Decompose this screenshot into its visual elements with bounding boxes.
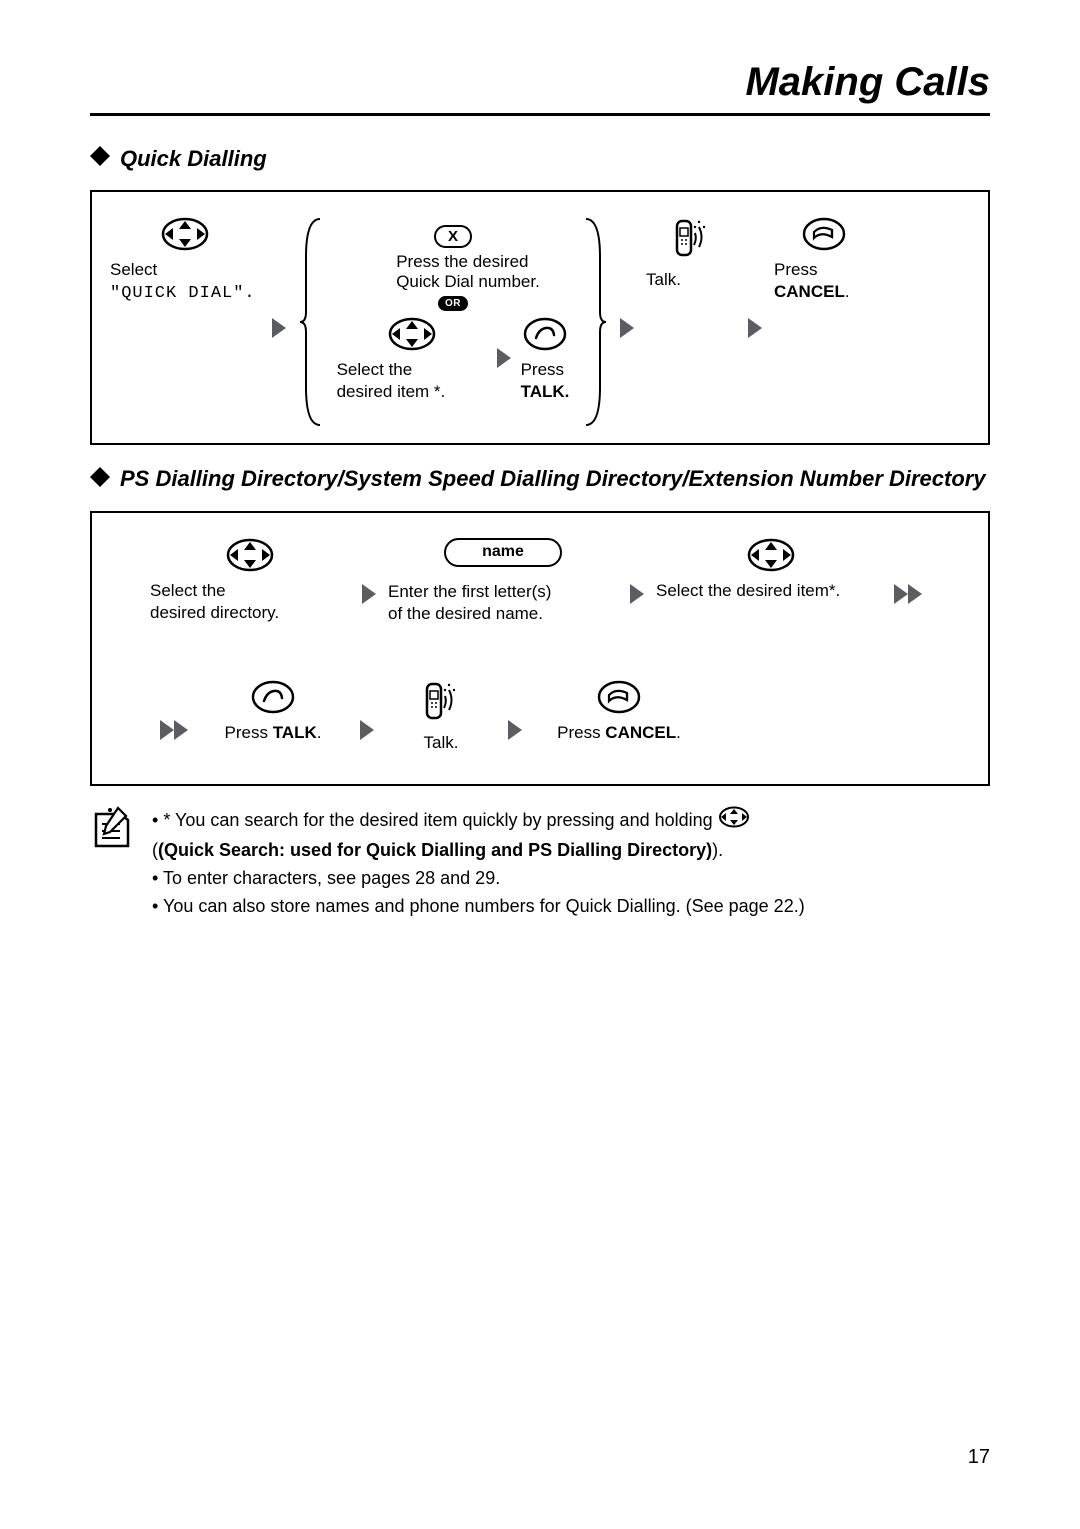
nav-icon bbox=[718, 806, 750, 837]
diamond-bullet-icon bbox=[90, 467, 110, 493]
talk-button-icon bbox=[523, 317, 567, 351]
step-text: Enter the first letter(s) bbox=[388, 581, 618, 603]
note-item: You can also store names and phone numbe… bbox=[152, 893, 805, 921]
arrow-right-icon bbox=[360, 720, 374, 745]
step-text: Select the bbox=[337, 359, 487, 381]
flow-box-directory: Select the desired directory. name Enter… bbox=[90, 511, 990, 786]
page-title: Making Calls bbox=[90, 60, 990, 116]
step-text: CANCEL bbox=[774, 282, 845, 301]
arrow-right-icon bbox=[748, 318, 762, 343]
continue-arrow-icon bbox=[160, 720, 190, 745]
arrow-right-icon bbox=[272, 318, 286, 343]
step-text: . bbox=[676, 723, 681, 742]
phone-talking-icon bbox=[421, 680, 461, 724]
note-item: To enter characters, see pages 28 and 29… bbox=[152, 865, 805, 893]
heading-text: Quick Dialling bbox=[120, 146, 267, 172]
step-text: Press bbox=[225, 723, 273, 742]
bracket-right-icon bbox=[584, 217, 608, 427]
step-text: Select the bbox=[150, 580, 350, 602]
step-text: . bbox=[317, 723, 322, 742]
flow-box-quick-dial: Select "QUICK DIAL". X Press the desired… bbox=[90, 190, 990, 445]
notes-block: * You can search for the desired item qu… bbox=[90, 806, 990, 921]
nav-icon bbox=[388, 317, 436, 351]
step-text: desired directory. bbox=[150, 602, 350, 624]
section-heading-quick-dialling: Quick Dialling bbox=[90, 146, 990, 172]
nav-icon bbox=[161, 217, 209, 251]
step-text-mono: "QUICK DIAL". bbox=[110, 284, 256, 303]
step-text: CANCEL bbox=[605, 723, 676, 742]
step-text: Press bbox=[521, 359, 570, 381]
bracket-left-icon bbox=[298, 217, 322, 427]
key-x-button: X bbox=[434, 225, 472, 248]
heading-text: PS Dialling Directory/System Speed Diall… bbox=[120, 466, 986, 492]
arrow-right-icon bbox=[630, 584, 644, 609]
arrow-right-icon bbox=[497, 348, 511, 373]
note-item: * You can search for the desired item qu… bbox=[152, 806, 805, 865]
cancel-button-icon bbox=[597, 680, 641, 714]
step-text: Quick Dial number. bbox=[396, 272, 540, 292]
step-text: Press bbox=[557, 723, 605, 742]
cancel-button-icon bbox=[802, 217, 846, 251]
step-text: Press the desired bbox=[396, 252, 540, 272]
step-text: Talk. bbox=[646, 269, 736, 291]
section-heading-directory: PS Dialling Directory/System Speed Diall… bbox=[90, 465, 990, 493]
step-text: Press bbox=[774, 259, 874, 281]
step-text: TALK bbox=[273, 723, 317, 742]
talk-button-icon bbox=[251, 680, 295, 714]
or-label: OR bbox=[438, 296, 468, 311]
step-text: . bbox=[845, 282, 850, 301]
arrow-right-icon bbox=[362, 584, 376, 609]
notepad-icon bbox=[90, 806, 134, 861]
or-group: X Press the desired Quick Dial number. O… bbox=[298, 217, 608, 413]
nav-icon bbox=[226, 538, 274, 572]
step-text: desired item *. bbox=[337, 381, 487, 403]
step-text: Talk. bbox=[386, 732, 496, 754]
arrow-right-icon bbox=[620, 318, 634, 343]
arrow-right-icon bbox=[508, 720, 522, 745]
nav-icon bbox=[747, 538, 795, 572]
continue-arrow-icon bbox=[894, 584, 924, 609]
page-number: 17 bbox=[968, 1446, 990, 1469]
step-text: TALK. bbox=[521, 381, 570, 403]
step-text: Select bbox=[110, 259, 260, 281]
step-text: Select the desired item*. bbox=[656, 580, 886, 602]
step-text: of the desired name. bbox=[388, 603, 618, 625]
diamond-bullet-icon bbox=[90, 146, 110, 172]
name-input-pill: name bbox=[444, 538, 562, 567]
phone-talking-icon bbox=[671, 217, 711, 261]
